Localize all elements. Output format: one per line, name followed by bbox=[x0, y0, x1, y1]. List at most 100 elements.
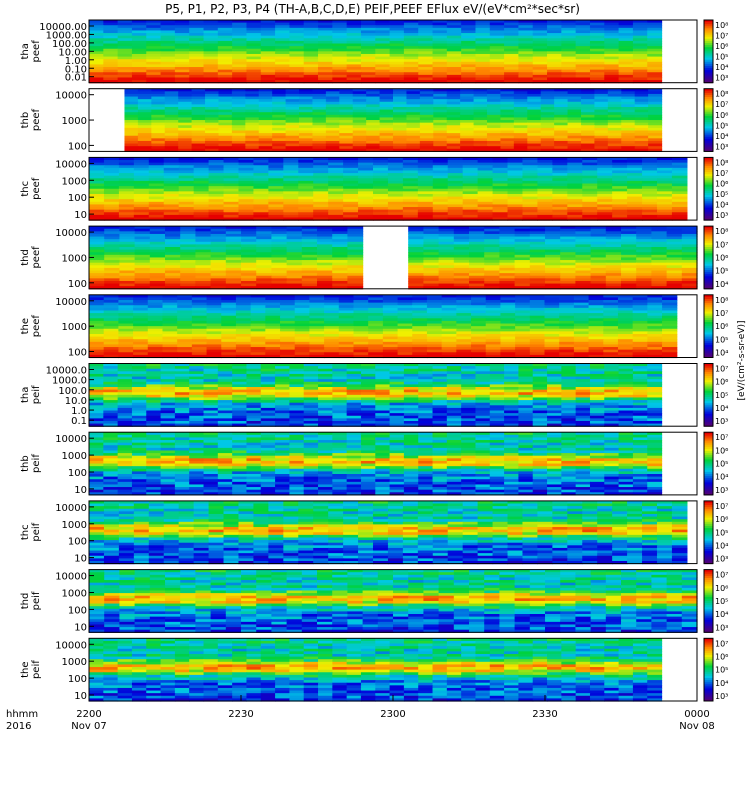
heatmap-cell bbox=[433, 120, 448, 124]
heatmap-cell bbox=[360, 51, 376, 55]
heatmap-cell bbox=[589, 67, 605, 71]
heatmap-cell bbox=[604, 38, 620, 42]
heatmap-cell bbox=[419, 96, 434, 100]
heatmap-cell bbox=[527, 138, 542, 142]
heatmap-cell bbox=[397, 323, 413, 327]
heatmap-cell bbox=[325, 127, 340, 132]
heatmap-cell bbox=[547, 67, 562, 71]
heatmap-cell bbox=[632, 341, 648, 346]
heatmap-cell bbox=[403, 74, 419, 79]
heatmap-cell bbox=[402, 178, 419, 182]
heatmap-cell bbox=[298, 186, 314, 190]
heatmap-cell bbox=[265, 320, 281, 325]
heatmap-cell bbox=[597, 167, 613, 172]
colorbar-swatch bbox=[704, 24, 713, 27]
heatmap-cell bbox=[656, 162, 673, 166]
heatmap-cell bbox=[500, 135, 515, 139]
heatmap-cell bbox=[423, 286, 440, 290]
heatmap-cell bbox=[462, 204, 479, 208]
heatmap-cell bbox=[174, 72, 190, 76]
heatmap-cell bbox=[221, 323, 237, 327]
heatmap-cell bbox=[461, 48, 477, 52]
heatmap-cell bbox=[647, 349, 663, 353]
heatmap-cell bbox=[339, 101, 354, 105]
heatmap-cell bbox=[205, 146, 220, 150]
heatmap-cell bbox=[118, 183, 135, 187]
heatmap-cell bbox=[245, 99, 260, 103]
heatmap-cell bbox=[118, 180, 135, 185]
heatmap-cell bbox=[417, 204, 434, 208]
heatmap-cell bbox=[544, 320, 560, 325]
heatmap-cell bbox=[671, 186, 688, 190]
heatmap-cell bbox=[119, 254, 136, 259]
heatmap-cell bbox=[402, 180, 419, 185]
heatmap-cell bbox=[607, 125, 622, 129]
heatmap-cell bbox=[368, 352, 384, 356]
heatmap-cell bbox=[419, 112, 434, 116]
heatmap-cell bbox=[580, 106, 595, 111]
heatmap-cell bbox=[134, 280, 151, 285]
heatmap-cell bbox=[375, 43, 391, 47]
heatmap-cell bbox=[554, 130, 569, 134]
heatmap-cell bbox=[271, 249, 288, 253]
heatmap-cell bbox=[148, 199, 165, 203]
heatmap-cell bbox=[634, 143, 649, 147]
heatmap-cell bbox=[514, 273, 531, 277]
colorbar-swatch bbox=[704, 134, 713, 138]
heatmap-cell bbox=[124, 135, 139, 139]
heatmap-cell bbox=[332, 22, 348, 26]
heatmap-cell bbox=[286, 265, 303, 269]
heatmap-cell bbox=[206, 349, 222, 353]
heatmap-cell bbox=[406, 112, 421, 116]
heatmap-cell bbox=[195, 273, 212, 277]
heatmap-cell bbox=[366, 114, 381, 119]
heatmap-cell bbox=[245, 127, 260, 132]
heatmap-cell bbox=[178, 160, 195, 164]
heatmap-cell bbox=[561, 22, 577, 26]
colorbar-swatch bbox=[704, 36, 713, 40]
heatmap-cell bbox=[299, 106, 314, 111]
heatmap-cell bbox=[343, 183, 359, 187]
heatmap-cell bbox=[189, 77, 205, 81]
heatmap-cell bbox=[656, 188, 673, 192]
heatmap-cell bbox=[231, 88, 246, 92]
heatmap-cell bbox=[250, 310, 266, 314]
heatmap-cell bbox=[590, 247, 607, 251]
heatmap-cell bbox=[299, 140, 314, 145]
heatmap-cell bbox=[275, 22, 290, 26]
heatmap-cell bbox=[89, 67, 104, 71]
heatmap-cell bbox=[191, 106, 206, 111]
heatmap-cell bbox=[360, 59, 376, 63]
heatmap-cell bbox=[165, 260, 181, 264]
heatmap-cell bbox=[149, 247, 166, 251]
heatmap-cell bbox=[560, 231, 576, 235]
heatmap-cell bbox=[500, 104, 515, 108]
heatmap-cell bbox=[473, 112, 488, 116]
heatmap-cell bbox=[648, 96, 663, 100]
heatmap-cell bbox=[191, 143, 206, 147]
heatmap-cell bbox=[621, 117, 636, 121]
heatmap-cell bbox=[567, 160, 583, 164]
heatmap-cell bbox=[597, 160, 613, 164]
heatmap-cell bbox=[103, 77, 119, 81]
heatmap-cell bbox=[174, 363, 190, 367]
heatmap-cell bbox=[423, 252, 440, 256]
heatmap-cell bbox=[89, 48, 104, 52]
heatmap-cell bbox=[403, 25, 419, 29]
heatmap-cell bbox=[338, 323, 355, 327]
heatmap-cell bbox=[560, 278, 576, 282]
heatmap-cell bbox=[147, 326, 164, 330]
heatmap-cell bbox=[469, 233, 485, 238]
heatmap-cell bbox=[515, 297, 531, 301]
heatmap-cell bbox=[325, 138, 340, 142]
heatmap-cell bbox=[118, 315, 134, 319]
heatmap-cell bbox=[285, 125, 300, 129]
heatmap-cell bbox=[397, 310, 413, 314]
heatmap-cell bbox=[164, 96, 179, 100]
heatmap-cell bbox=[301, 286, 318, 290]
heatmap-cell bbox=[221, 336, 237, 340]
heatmap-cell bbox=[328, 209, 344, 213]
colorbar-swatch bbox=[704, 180, 713, 183]
heatmap-cell bbox=[352, 133, 367, 137]
heatmap-cell bbox=[554, 112, 569, 116]
